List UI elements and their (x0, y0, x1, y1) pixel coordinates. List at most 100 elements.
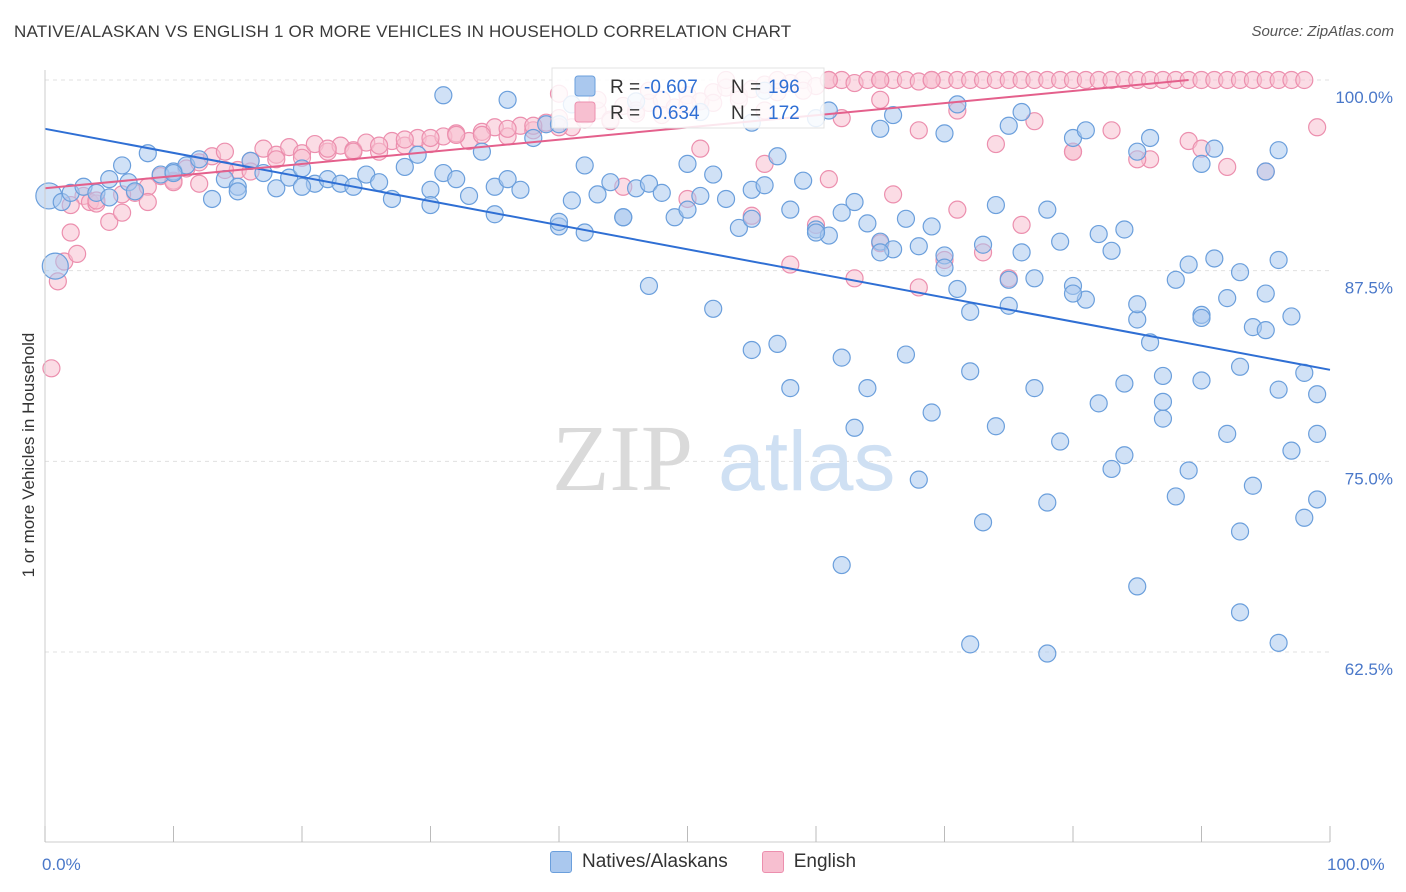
natives-point (524, 128, 543, 148)
english-point (1295, 70, 1314, 90)
english-point (61, 223, 80, 242)
trend-lines (44, 79, 1331, 371)
natives-point (883, 105, 903, 125)
chart-source: Source: ZipAtlas.com (1251, 23, 1394, 40)
natives-point (1269, 633, 1288, 652)
natives-point (588, 185, 607, 204)
natives-point (267, 179, 286, 198)
english-point (370, 136, 389, 155)
natives-point (832, 555, 851, 575)
natives-point (858, 214, 877, 233)
natives-point (961, 302, 980, 321)
natives-point (1308, 490, 1327, 509)
legend-n-value-1: 196 (768, 77, 800, 98)
legend-box: R = -0.607 N = 196 R = 0.634 N = 172 (551, 67, 825, 129)
natives-point (1012, 102, 1031, 122)
natives-point (922, 403, 941, 422)
natives-point (832, 203, 851, 222)
legend-r-value-1: -0.607 (644, 77, 698, 98)
natives-point (909, 237, 928, 256)
natives-point (1128, 577, 1147, 596)
english-point (1308, 118, 1327, 137)
legend-swatch-english (574, 101, 596, 123)
natives-point (768, 147, 787, 166)
english-point (100, 212, 119, 231)
natives-point (935, 124, 954, 143)
natives-point (871, 119, 890, 138)
natives-point (1179, 461, 1198, 480)
natives-point (961, 635, 980, 654)
natives-point (1205, 139, 1224, 158)
natives-point (1205, 249, 1224, 268)
natives-point (434, 86, 453, 105)
natives-point (652, 183, 671, 202)
watermark-zip: ZIP (552, 407, 693, 511)
axes (44, 70, 1331, 843)
natives-point (678, 200, 697, 219)
natives-point (781, 379, 800, 398)
natives-point (1140, 333, 1160, 352)
english-point (909, 121, 928, 140)
natives-point (202, 189, 222, 209)
natives-point (1140, 128, 1160, 148)
natives-point (1230, 522, 1250, 541)
natives-point (1153, 366, 1173, 386)
legend-item-natives[interactable]: Natives/Alaskans (549, 851, 728, 873)
english-point (447, 125, 466, 145)
natives-point (948, 95, 967, 114)
natives-point (370, 173, 389, 192)
natives-point (1269, 380, 1288, 399)
y-axis-title: 1 or more Vehicles in Household (19, 333, 38, 578)
english-point (472, 125, 491, 145)
english-point (883, 185, 903, 204)
english-point (138, 192, 157, 212)
english-point (922, 70, 941, 90)
legend-r-label-2: R = (610, 103, 640, 124)
english-point (948, 200, 967, 219)
natives-point (1179, 255, 1198, 274)
natives-point (1038, 493, 1057, 512)
natives-point (1051, 232, 1070, 251)
natives-point (1051, 432, 1070, 451)
natives-point (1089, 394, 1108, 413)
natives-point (459, 186, 479, 206)
natives-point (1025, 379, 1044, 398)
natives-point (125, 182, 145, 201)
natives-point (1218, 289, 1237, 308)
natives-point (845, 192, 864, 212)
natives-point (729, 218, 749, 238)
legend-item-english[interactable]: English (761, 851, 856, 873)
natives-point (986, 195, 1006, 215)
english-point (68, 244, 87, 263)
legend-n-value-2: 172 (768, 103, 800, 124)
english-point (1025, 112, 1044, 131)
english-point (819, 170, 838, 189)
natives-point (922, 217, 941, 236)
y-tick-label: 100.0% (1335, 88, 1393, 107)
natives-point (1282, 441, 1301, 460)
natives-point (41, 252, 69, 280)
natives-point (1308, 424, 1327, 443)
natives-point (1230, 357, 1250, 376)
english-point (986, 134, 1006, 154)
natives-point (999, 270, 1018, 289)
natives-point (1269, 141, 1288, 160)
english-point (871, 90, 890, 109)
natives-point (1153, 392, 1173, 411)
natives-point (1218, 424, 1237, 443)
english-point (691, 139, 710, 158)
natives-point (395, 157, 414, 177)
natives-point (806, 223, 826, 242)
legend-swatch-natives-bottom (549, 851, 572, 873)
natives-point (755, 176, 774, 195)
english-point (42, 359, 61, 378)
natives-point (768, 334, 787, 353)
natives-point (742, 209, 761, 228)
natives-point (164, 163, 183, 183)
english-point (190, 174, 209, 193)
english-point (1102, 121, 1121, 140)
natives-point (1243, 476, 1263, 495)
natives-point (1192, 308, 1211, 328)
english-point (498, 119, 517, 138)
